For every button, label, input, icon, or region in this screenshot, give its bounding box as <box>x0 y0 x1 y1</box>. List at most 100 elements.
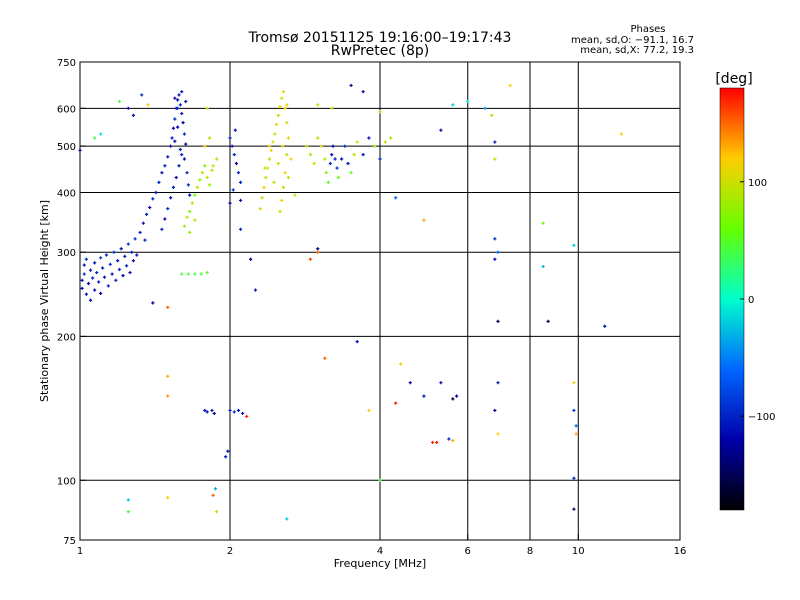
data-point <box>455 394 459 398</box>
data-point <box>88 268 93 272</box>
data-point <box>316 136 320 140</box>
data-point <box>330 153 334 157</box>
data-point <box>154 190 158 195</box>
data-point <box>171 126 176 130</box>
data-point <box>188 193 192 197</box>
data-point <box>141 221 145 225</box>
data-point <box>263 166 267 170</box>
data-point <box>238 180 243 184</box>
x-axis-label: Frequency [MHz] <box>334 557 426 570</box>
data-point <box>466 99 470 104</box>
data-point <box>84 292 88 296</box>
y-tick-label: 750 <box>57 58 76 69</box>
data-point <box>213 487 218 491</box>
data-point <box>177 164 181 168</box>
data-point <box>207 136 212 140</box>
data-point <box>117 267 122 272</box>
data-point <box>323 356 327 360</box>
data-point <box>193 193 197 197</box>
data-point <box>166 495 170 500</box>
data-point <box>249 257 253 261</box>
data-point <box>483 106 487 110</box>
data-point <box>157 180 161 184</box>
data-point <box>572 507 576 511</box>
data-point <box>312 161 316 166</box>
data-point <box>200 171 204 175</box>
data-point <box>541 221 545 225</box>
data-point <box>378 157 382 161</box>
data-point <box>180 111 184 116</box>
data-point <box>212 411 216 416</box>
data-point <box>619 132 623 136</box>
data-point <box>186 272 190 276</box>
x-tick-label: 10 <box>572 546 585 557</box>
data-point <box>286 175 291 180</box>
data-point <box>326 180 330 184</box>
data-point <box>546 319 550 323</box>
data-point <box>308 257 313 261</box>
data-point <box>110 272 114 276</box>
data-point <box>205 106 209 110</box>
data-point <box>378 110 382 114</box>
data-point <box>124 264 129 268</box>
stats-heading: Phases <box>630 24 665 35</box>
data-point <box>269 148 273 152</box>
data-point <box>349 83 353 88</box>
data-point <box>319 144 323 148</box>
data-point <box>143 238 147 242</box>
data-point <box>80 286 84 291</box>
data-point <box>267 157 272 161</box>
data-point <box>378 478 382 482</box>
data-point <box>273 132 277 136</box>
data-point <box>104 253 109 257</box>
data-point <box>285 153 289 157</box>
data-point <box>193 218 197 222</box>
data-point <box>170 136 174 140</box>
data-point <box>130 250 134 254</box>
data-point <box>276 113 280 117</box>
data-point <box>280 198 284 203</box>
x-tick-label: 4 <box>377 546 383 557</box>
data-point <box>123 254 127 259</box>
data-point <box>178 103 182 107</box>
data-point <box>211 164 215 168</box>
data-point <box>333 157 337 161</box>
data-point <box>266 166 270 170</box>
data-point <box>236 408 241 413</box>
data-point <box>178 147 182 152</box>
data-point <box>95 270 99 275</box>
data-point <box>572 381 576 385</box>
data-point <box>260 196 264 200</box>
grid-lines <box>80 62 680 540</box>
data-point <box>211 493 215 497</box>
data-point <box>184 99 188 104</box>
data-point <box>205 175 209 180</box>
data-point <box>451 103 455 107</box>
stats-line-x: mean, sd,X: 77.2, 19.3 <box>580 45 694 56</box>
y-axis-label: Stationary phase Virtual Height [km] <box>38 200 51 402</box>
data-point <box>93 261 97 265</box>
data-point <box>181 121 185 125</box>
data-point <box>541 264 545 269</box>
data-point <box>253 288 258 292</box>
data-point <box>335 166 339 170</box>
data-point <box>336 175 340 180</box>
data-point <box>228 408 232 413</box>
data-point <box>439 128 443 132</box>
x-tick-label: 2 <box>227 546 233 557</box>
data-point <box>135 253 139 257</box>
x-tick-label: 1 <box>77 546 83 557</box>
data-point <box>210 168 214 172</box>
data-point <box>574 424 578 428</box>
x-tick-labels: 1 2 4 6 8 10 16 <box>77 534 686 557</box>
data-point <box>93 288 97 292</box>
data-point <box>496 250 500 254</box>
data-point <box>151 197 155 201</box>
data-point <box>355 140 359 144</box>
data-point <box>91 276 95 280</box>
data-point <box>133 237 137 241</box>
data-point <box>160 171 164 175</box>
data-point <box>169 144 173 148</box>
data-point <box>572 476 576 480</box>
data-point <box>430 440 435 445</box>
